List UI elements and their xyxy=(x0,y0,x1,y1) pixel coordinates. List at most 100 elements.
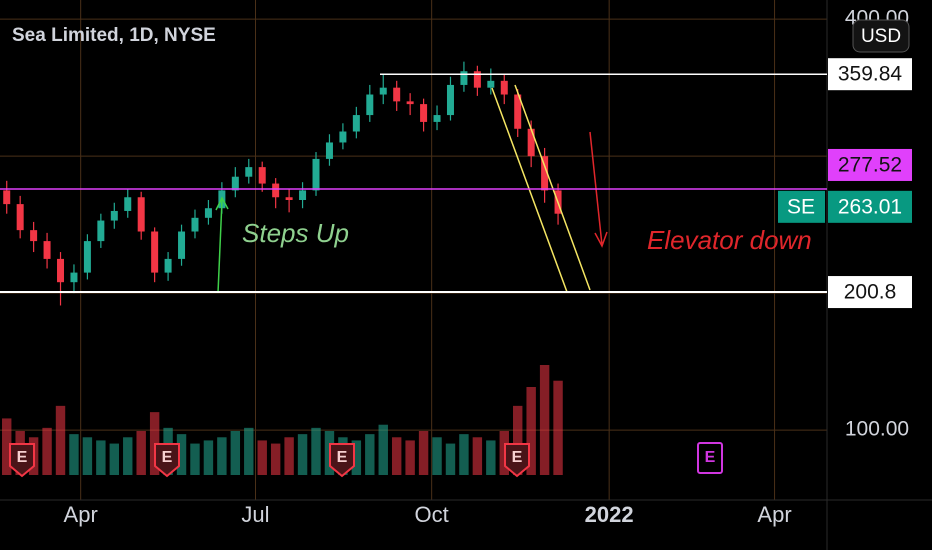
event-label: E xyxy=(17,449,28,466)
x-tick-label: 2022 xyxy=(585,502,634,527)
candle-body xyxy=(97,220,105,242)
candle-body xyxy=(204,208,212,218)
candle-body xyxy=(514,94,522,129)
candle-body xyxy=(393,87,401,102)
price-label-bg xyxy=(828,190,912,223)
candle-body xyxy=(285,197,293,200)
candle-body xyxy=(258,167,266,184)
event-label: E xyxy=(512,449,523,466)
candle-body xyxy=(420,104,428,122)
symbol-badge: SE xyxy=(787,195,815,218)
candle-body xyxy=(312,158,320,191)
channel-line xyxy=(491,87,568,293)
volume-bar xyxy=(526,387,536,475)
event-marker xyxy=(154,443,180,478)
volume-bar xyxy=(217,437,227,475)
volume-bar xyxy=(472,437,483,475)
volume-bar xyxy=(486,440,496,475)
volume-bar xyxy=(553,380,563,475)
price-label: 200.8 xyxy=(844,281,897,304)
volume-bar xyxy=(539,365,550,475)
event-marker xyxy=(504,443,530,478)
volume-bar xyxy=(418,431,429,475)
event-label: E xyxy=(337,449,348,466)
candle-body xyxy=(352,115,360,132)
volume-bar xyxy=(459,434,469,475)
volume-bar xyxy=(203,440,214,475)
volume-bar xyxy=(2,418,12,475)
candle-body xyxy=(473,71,481,88)
candle-body xyxy=(191,217,199,232)
volume-bar xyxy=(513,405,523,475)
candle-body xyxy=(124,197,132,211)
candle-body xyxy=(231,176,239,191)
candle-body xyxy=(527,128,535,157)
volume-bar xyxy=(284,437,294,475)
x-tick-label: Apr xyxy=(64,502,98,527)
candle-body xyxy=(3,190,11,205)
volume-bar xyxy=(55,405,66,475)
candle-body xyxy=(460,71,468,85)
candle-body xyxy=(245,167,253,177)
candles xyxy=(3,61,562,306)
volume-bar xyxy=(445,443,456,475)
candle-body xyxy=(43,241,51,259)
chart-title: Sea Limited, 1D, NYSE xyxy=(12,25,216,46)
volume-bar xyxy=(230,431,241,475)
candle-body xyxy=(366,94,374,116)
candle-body xyxy=(433,115,441,122)
volume-bar xyxy=(378,424,388,475)
currency-button-bg[interactable] xyxy=(852,19,910,53)
candle-body xyxy=(272,183,280,198)
event-marker xyxy=(697,442,723,474)
volume-bar xyxy=(391,437,402,475)
price-label: 359.84 xyxy=(838,63,903,86)
candle-body xyxy=(151,231,159,273)
volume xyxy=(2,365,563,475)
annotation: Steps Up xyxy=(242,218,349,248)
candle-body xyxy=(83,241,91,273)
volume-bar xyxy=(82,437,93,475)
candle-body xyxy=(500,80,508,95)
x-tick-label: Apr xyxy=(757,502,791,527)
candle-body xyxy=(16,204,24,231)
volume-bar xyxy=(96,440,106,475)
candle-body xyxy=(137,197,145,232)
candle-body xyxy=(379,87,387,95)
annotation: Elevator down xyxy=(647,225,812,255)
price-label-bg xyxy=(828,58,912,91)
volume-bar xyxy=(432,437,442,475)
y-tick-label: 100.00 xyxy=(845,418,909,441)
candle-body xyxy=(30,230,38,242)
candle-body xyxy=(57,258,65,283)
volume-bar xyxy=(123,437,133,475)
currency-button[interactable]: USD xyxy=(852,19,910,53)
volume-bar xyxy=(42,427,52,475)
arrow-head xyxy=(594,231,608,248)
x-tick-label: Oct xyxy=(415,502,449,527)
volume-bar xyxy=(311,427,321,475)
price-label: 263.01 xyxy=(838,195,902,218)
volume-bar xyxy=(176,434,187,475)
volume-bar xyxy=(351,440,362,475)
currency-label[interactable]: USD xyxy=(861,26,901,47)
candle-body xyxy=(110,210,118,221)
volume-bar xyxy=(69,434,79,475)
overlay: Apr Jul Oct 2022 Apr100.00400.00359.84277.52… xyxy=(0,7,912,527)
volume-bar xyxy=(257,440,267,475)
candle-body xyxy=(178,231,186,259)
event-label: E xyxy=(705,449,716,466)
symbol-badge-bg xyxy=(778,190,825,223)
volume-bar xyxy=(270,443,281,475)
price-label: 277.52 xyxy=(838,154,902,177)
volume-bar xyxy=(190,443,200,475)
volume-bar xyxy=(136,431,146,475)
arrow-head xyxy=(215,196,229,211)
candle-body xyxy=(339,131,347,143)
candle-body xyxy=(446,84,454,116)
channel-line xyxy=(514,84,591,291)
price-label-bg xyxy=(828,276,912,309)
